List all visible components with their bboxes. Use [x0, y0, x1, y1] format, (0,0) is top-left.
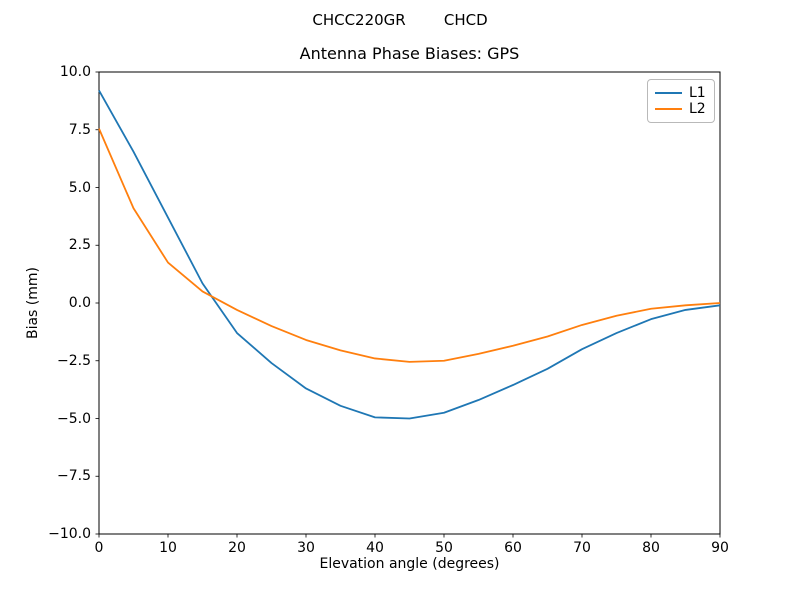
x-tick-label: 70 [573, 540, 591, 556]
x-tick-label: 60 [504, 540, 522, 556]
y-tick-label: −10.0 [48, 526, 91, 542]
legend-item-l2: L2 [655, 102, 707, 116]
legend-label-l1: L1 [689, 85, 706, 101]
y-tick-label: 0.0 [68, 295, 91, 311]
x-axis-label: Elevation angle (degrees) [319, 556, 500, 572]
figure-suptitle: CHCC220GR CHCD [312, 11, 488, 29]
x-tick-label: 0 [94, 540, 104, 556]
x-tick-label: 20 [228, 540, 246, 556]
y-tick-label: 7.5 [68, 121, 91, 138]
axes-title: Antenna Phase Biases: GPS [299, 44, 520, 63]
y-tick-label: −5.0 [57, 410, 91, 427]
x-tick-label: 80 [642, 540, 660, 556]
x-tick-label: 10 [159, 540, 177, 556]
x-tick-label: 50 [435, 540, 453, 556]
l2-line-swatch [655, 108, 682, 110]
series-line-l1 [98, 90, 721, 420]
l1-line-swatch [655, 92, 682, 94]
axes-frame [98, 71, 721, 535]
y-tick-label: 5.0 [68, 179, 91, 196]
legend: L1 L2 [647, 79, 715, 123]
x-tick-label: 90 [711, 540, 729, 556]
y-tick-label: 2.5 [68, 237, 91, 254]
y-tick-label: −7.5 [57, 468, 91, 485]
y-tick-label: 10.0 [59, 64, 91, 80]
legend-label-l2: L2 [689, 101, 706, 117]
x-tick-label: 30 [297, 540, 315, 556]
y-tick-label: −2.5 [57, 352, 91, 369]
y-axis-label: Bias (mm) [25, 266, 41, 340]
legend-item-l1: L1 [655, 86, 707, 100]
x-tick-label: 40 [366, 540, 384, 556]
series-line-l2 [98, 128, 721, 363]
